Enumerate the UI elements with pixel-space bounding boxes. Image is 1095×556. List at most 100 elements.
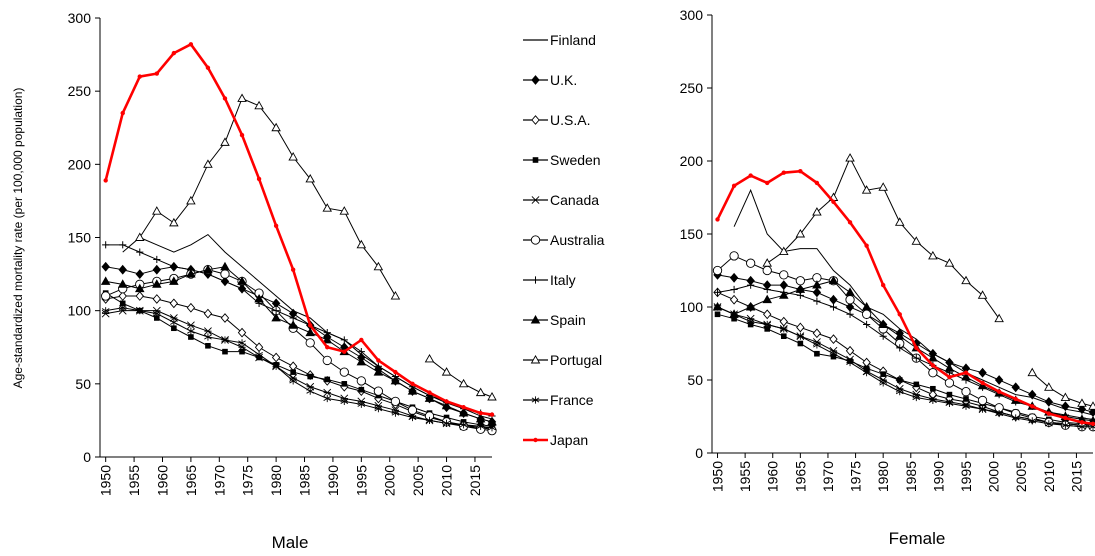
marker [797, 340, 804, 347]
marker [203, 264, 213, 274]
legend-marker [533, 437, 538, 443]
marker [897, 312, 902, 317]
y-tick-label: 50 [687, 372, 703, 388]
marker [441, 400, 452, 410]
marker [780, 333, 787, 339]
marker [272, 362, 280, 370]
marker [390, 291, 401, 300]
y-tick-label: 300 [680, 7, 704, 23]
legend-marker [531, 196, 540, 204]
marker [271, 352, 281, 363]
marker [978, 367, 987, 378]
marker [962, 402, 970, 410]
legend-marker [531, 75, 540, 85]
marker [880, 282, 886, 288]
marker [136, 248, 144, 256]
marker [713, 288, 722, 296]
marker [878, 182, 888, 191]
marker [1090, 421, 1095, 426]
marker [289, 377, 297, 385]
marker [153, 255, 161, 264]
marker [764, 326, 771, 332]
marker [237, 93, 247, 102]
marker [762, 294, 772, 304]
y-tick-label: 0 [83, 449, 91, 465]
x-axis-title: Male [272, 533, 309, 552]
legend-label: Sweden [550, 152, 601, 168]
marker [170, 318, 178, 326]
x-tick-label: 1985 [297, 465, 313, 496]
marker [306, 387, 315, 395]
y-tick-label: 100 [68, 303, 92, 319]
marker [255, 350, 263, 359]
marker [1077, 398, 1087, 407]
legend-label: Canada [550, 192, 599, 208]
marker [118, 304, 127, 312]
series-line [717, 255, 1093, 428]
marker [863, 365, 870, 372]
marker [461, 405, 466, 410]
marker [342, 349, 347, 354]
legend-label: U.K. [550, 72, 577, 88]
marker [1046, 411, 1052, 416]
marker [729, 272, 739, 283]
marker [478, 410, 483, 416]
marker [945, 399, 954, 407]
marker [238, 285, 246, 293]
marker [980, 380, 985, 386]
marker [1028, 389, 1037, 400]
marker [169, 298, 179, 309]
legend-marker [531, 396, 540, 404]
marker [288, 152, 298, 161]
marker [323, 394, 332, 403]
x-tick-label: 1970 [211, 465, 227, 496]
marker [861, 185, 872, 194]
series-line [105, 244, 493, 417]
marker [220, 313, 230, 323]
marker [169, 314, 178, 322]
legend-marker [531, 115, 540, 125]
marker [203, 308, 213, 319]
marker [222, 348, 228, 355]
marker [271, 312, 281, 322]
marker [101, 307, 110, 315]
legend-label: Finland [550, 32, 596, 48]
marker [730, 310, 738, 318]
marker [779, 270, 789, 280]
marker [1011, 382, 1020, 393]
marker [930, 385, 936, 392]
marker [322, 334, 333, 344]
marker [779, 316, 788, 327]
marker [746, 318, 755, 326]
y-axis-title: Age-standardized mortality rate (per 100… [11, 88, 25, 389]
x-tick-label: 1965 [792, 461, 808, 492]
marker [713, 303, 722, 311]
marker [135, 291, 144, 301]
marker [845, 287, 855, 296]
marker [896, 377, 903, 383]
marker [102, 241, 110, 249]
legend-marker [531, 276, 540, 284]
marker [458, 408, 469, 417]
marker [475, 387, 486, 397]
marker [373, 367, 384, 376]
marker [763, 285, 771, 294]
marker [186, 302, 196, 313]
x-tick-label: 1970 [820, 461, 836, 492]
marker [747, 281, 755, 289]
legend-label: Portugal [550, 352, 602, 368]
marker [879, 332, 887, 340]
marker [715, 217, 720, 222]
marker [475, 413, 486, 423]
marker [308, 323, 313, 328]
marker [846, 358, 854, 367]
marker [894, 217, 905, 226]
marker [237, 327, 247, 338]
marker [812, 207, 822, 216]
marker [913, 381, 920, 388]
marker [961, 372, 971, 381]
marker [186, 195, 196, 205]
marker [944, 258, 955, 267]
marker [339, 367, 349, 377]
marker [748, 173, 753, 178]
